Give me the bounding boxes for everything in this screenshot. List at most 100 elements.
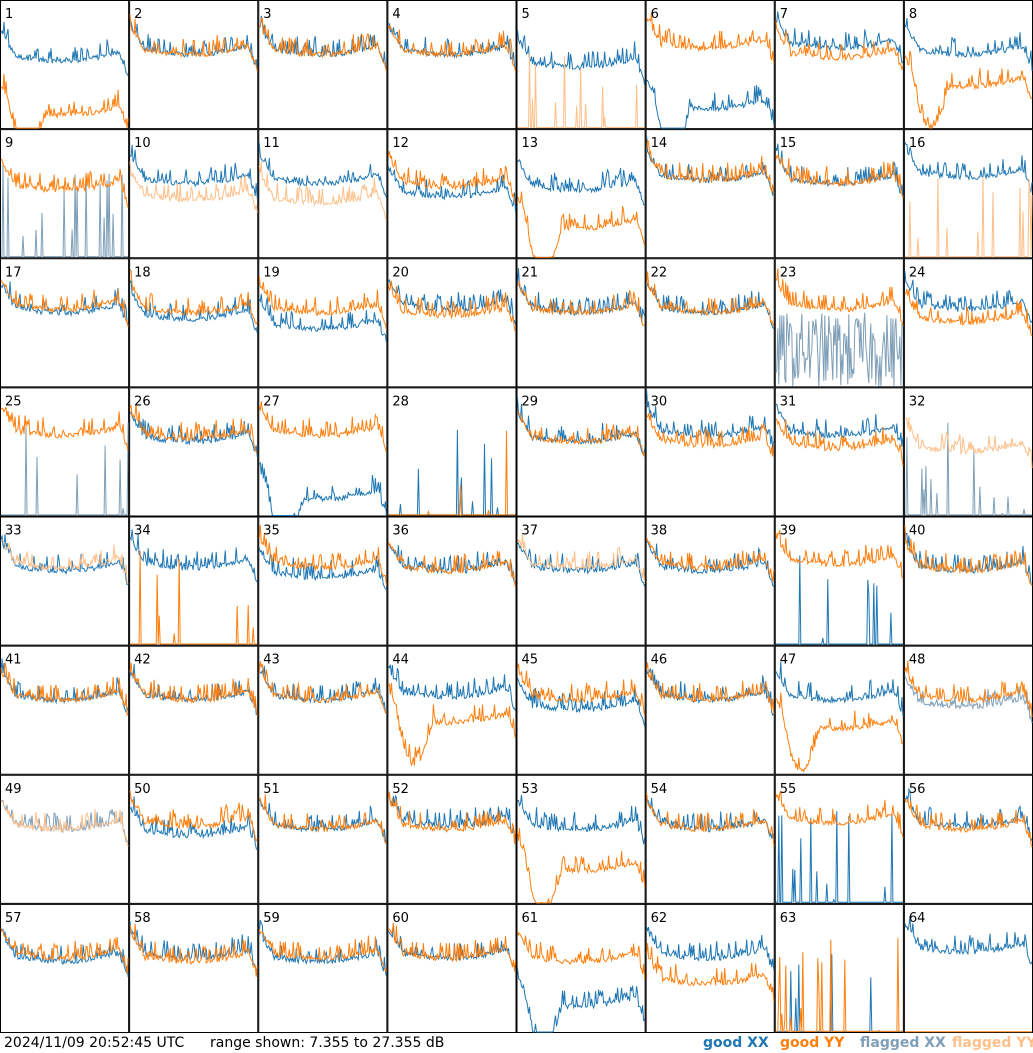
panel-frame xyxy=(645,387,775,517)
panel-label: 41 xyxy=(5,653,22,668)
panel-label: 34 xyxy=(134,524,151,539)
series-yy-line xyxy=(517,930,646,980)
series-xx-line xyxy=(387,166,516,213)
series-yy-line xyxy=(904,288,1033,337)
series-yy-line xyxy=(129,161,258,213)
panel-label: 58 xyxy=(134,911,151,926)
panel-13: 13 xyxy=(516,129,646,259)
panel-15: 15 xyxy=(774,129,904,259)
panel-frame xyxy=(129,387,259,517)
series-xx-line xyxy=(0,21,129,76)
series-yy-line xyxy=(646,537,775,582)
panel-40: 40 xyxy=(903,516,1033,646)
panel-label: 4 xyxy=(392,7,400,22)
panel-frame xyxy=(516,645,646,775)
panel-frame xyxy=(0,258,130,388)
panel-4: 4 xyxy=(387,0,517,130)
panel-frame xyxy=(387,903,517,1033)
panel-54: 54 xyxy=(645,774,775,904)
panel-62: 62 xyxy=(645,903,775,1033)
panel-label: 53 xyxy=(522,782,539,797)
series-yy-line xyxy=(904,660,1033,718)
panel-52: 52 xyxy=(387,774,517,904)
series-yy-line xyxy=(904,416,1033,469)
panel-58: 58 xyxy=(129,903,259,1033)
range-label: range shown: 7.355 to 27.355 dB xyxy=(210,1035,445,1051)
panel-label: 2 xyxy=(134,7,142,22)
panel-label: 36 xyxy=(392,524,409,539)
series-xx-line xyxy=(129,20,258,69)
series-xx-line xyxy=(258,461,387,516)
panel-frame xyxy=(129,774,259,904)
series-yy-line xyxy=(387,24,516,72)
panel-41: 41 xyxy=(0,645,130,775)
panel-frame xyxy=(387,774,517,904)
panel-label: 19 xyxy=(263,265,280,280)
series-xx-line xyxy=(646,926,775,971)
series-xx-line xyxy=(775,661,904,717)
panel-63: 63 xyxy=(774,903,904,1033)
panel-20: 20 xyxy=(387,258,517,388)
panel-label: 3 xyxy=(263,7,271,22)
panel-frame xyxy=(516,258,646,388)
series-yy-line xyxy=(646,943,775,1002)
panel-frame xyxy=(645,258,775,388)
timestamp: 2024/11/09 20:52:45 UTC xyxy=(4,1035,185,1051)
series-yy-line xyxy=(130,550,258,645)
panel-label: 40 xyxy=(909,524,926,539)
panel-frame xyxy=(774,0,904,130)
panel-22: 22 xyxy=(645,258,775,388)
panel-12: 12 xyxy=(387,129,517,259)
series-yy-line xyxy=(517,663,646,716)
legend-flagged-xx: flagged XX xyxy=(860,1035,946,1051)
series-yy-line xyxy=(258,276,387,330)
panel-47: 47 xyxy=(774,645,904,775)
panel-frame xyxy=(0,645,130,775)
panel-label: 14 xyxy=(651,136,668,151)
series-yy-line xyxy=(0,406,129,452)
legend-good-yy: good YY xyxy=(780,1035,845,1051)
panel-17: 17 xyxy=(0,258,130,388)
panel-5: 5 xyxy=(516,0,646,130)
panel-64: 64 xyxy=(903,903,1033,1033)
panel-label: 37 xyxy=(522,524,539,539)
panel-6: 6 xyxy=(645,0,775,130)
panel-frame xyxy=(516,387,646,517)
panel-label: 20 xyxy=(392,265,409,280)
series-xx-line xyxy=(517,794,646,845)
series-yy-line xyxy=(0,662,129,717)
panel-50: 50 xyxy=(129,774,259,904)
panel-21: 21 xyxy=(516,258,646,388)
series-yy-line xyxy=(129,923,258,977)
series-xx-line xyxy=(775,312,904,387)
panel-frame xyxy=(387,516,517,646)
panel-frame xyxy=(129,903,259,1033)
panel-label: 21 xyxy=(522,265,539,280)
panel-label: 49 xyxy=(5,782,22,797)
panel-57: 57 xyxy=(0,903,130,1033)
panel-label: 30 xyxy=(651,394,668,409)
panel-8: 8 xyxy=(903,0,1033,130)
series-yy-line xyxy=(258,401,387,453)
panel-label: 59 xyxy=(263,911,280,926)
series-yy-line xyxy=(0,279,129,328)
panel-42: 42 xyxy=(129,645,259,775)
panel-34: 34 xyxy=(129,516,259,646)
series-xx-line xyxy=(775,11,904,64)
series-yy-line xyxy=(0,73,129,129)
series-yy-line xyxy=(517,53,645,128)
panel-36: 36 xyxy=(387,516,517,646)
series-xx-line xyxy=(517,158,645,206)
panel-frame xyxy=(774,387,904,517)
series-xx-line xyxy=(387,664,516,712)
panel-frame xyxy=(258,645,388,775)
series-yy-line xyxy=(0,158,129,208)
panel-frame xyxy=(258,0,388,130)
series-yy-line xyxy=(646,271,775,328)
series-xx-line xyxy=(0,534,129,586)
panel-7: 7 xyxy=(774,0,904,130)
panel-frame xyxy=(0,774,130,904)
panel-label: 26 xyxy=(134,394,151,409)
panel-frame xyxy=(387,258,517,388)
